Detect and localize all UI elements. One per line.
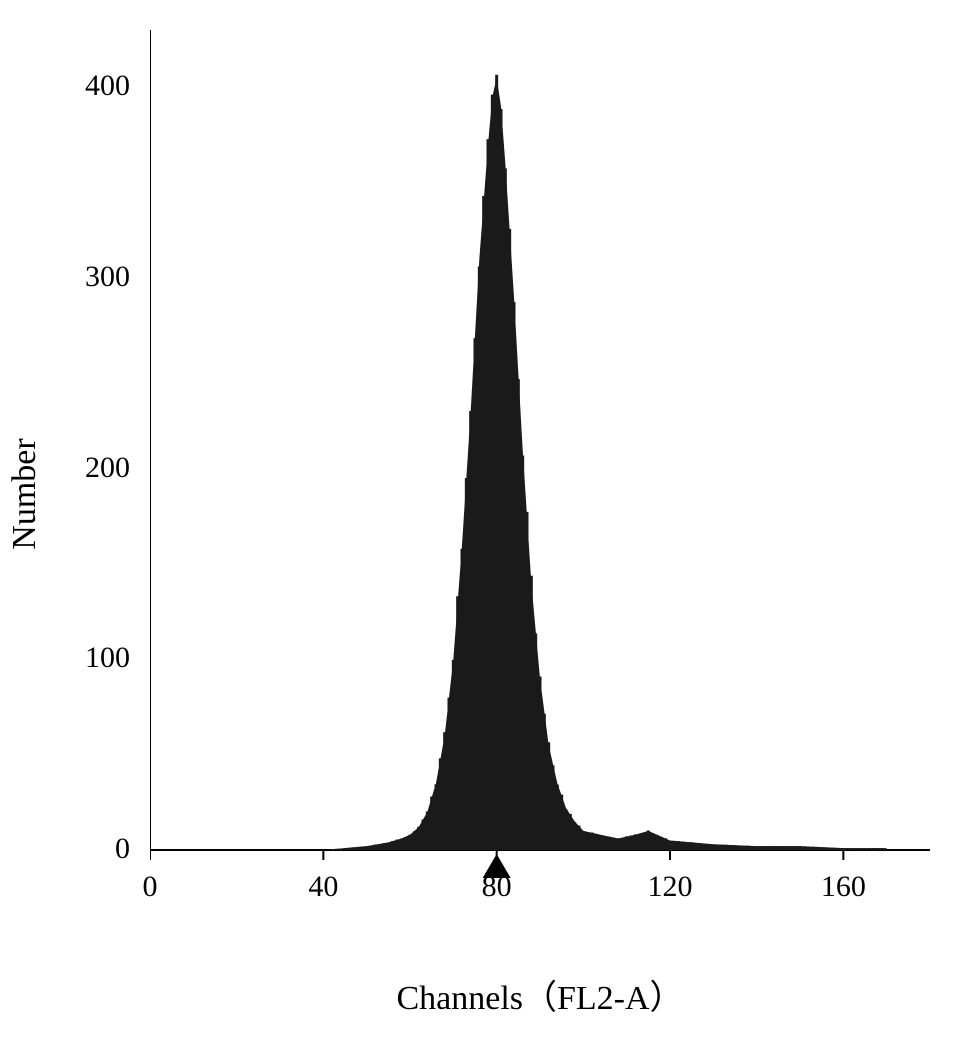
histogram-area <box>323 78 886 850</box>
y-tick-label: 200 <box>85 451 130 485</box>
x-tick-label: 0 <box>143 870 158 904</box>
histogram-bars <box>323 75 886 850</box>
y-tick-label: 300 <box>85 260 130 294</box>
x-tick-label: 160 <box>821 870 866 904</box>
y-tick-label: 0 <box>115 832 130 866</box>
histogram-chart <box>150 30 930 900</box>
x-axis-title: Channels（FL2-A） <box>150 970 930 1019</box>
x-tick-label: 80 <box>482 870 512 904</box>
x-tick-label: 120 <box>648 870 693 904</box>
y-tick-label: 100 <box>85 641 130 675</box>
y-axis-title: Number <box>6 438 44 549</box>
x-tick-label: 40 <box>308 870 338 904</box>
y-tick-label: 400 <box>85 69 130 103</box>
